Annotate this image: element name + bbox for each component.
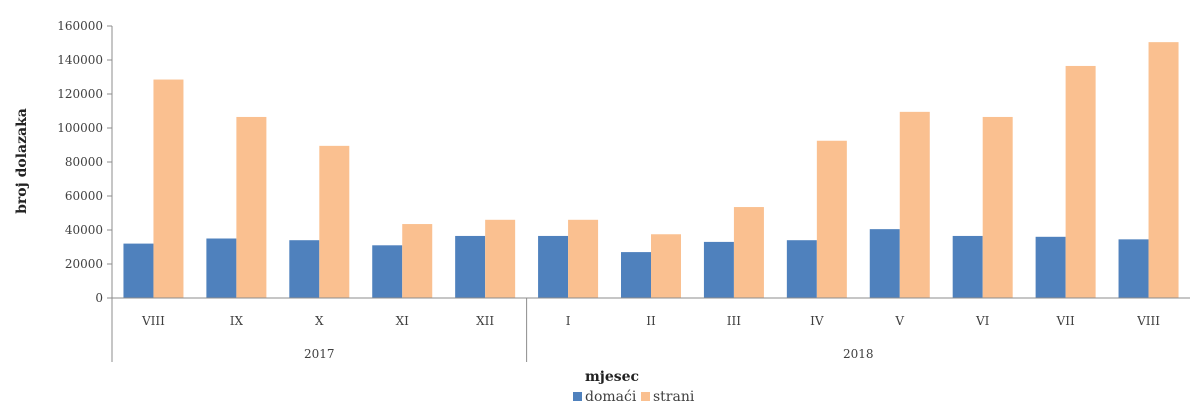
x-tick-label: XII: [476, 314, 494, 328]
bar-domaci-7: [703, 241, 734, 298]
y-tick-label: 0: [95, 291, 103, 305]
bar-strani-2: [319, 145, 350, 298]
x-tick-label: VIII: [141, 314, 165, 328]
x-tick-label: IX: [230, 314, 244, 328]
legend-swatch-domaci: [573, 392, 582, 401]
y-tick-label: 80000: [65, 155, 103, 169]
bar-strani-10: [982, 116, 1013, 298]
bar-strani-0: [153, 79, 184, 298]
bar-strani-7: [733, 207, 764, 298]
legend-label-domaci: domaći: [585, 389, 637, 405]
y-tick-label: 160000: [57, 19, 103, 33]
y-tick-label: 60000: [65, 189, 103, 203]
bar-strani-9: [899, 111, 930, 298]
x-tick-label: II: [646, 314, 656, 328]
bar-strani-6: [651, 234, 681, 298]
bars: [123, 42, 1179, 299]
bar-domaci-0: [123, 243, 154, 298]
y-tick-label: 40000: [65, 223, 103, 237]
x-group-label: 2017: [304, 347, 335, 361]
x-tick-label: I: [566, 314, 571, 328]
bar-strani-12: [1148, 42, 1179, 299]
y-tick-label: 140000: [57, 53, 103, 67]
y-tick-label: 120000: [57, 87, 103, 101]
bar-strani-4: [485, 219, 516, 298]
x-tick-label: VII: [1056, 314, 1075, 328]
bar-domaci-2: [289, 240, 320, 298]
bar-strani-8: [816, 140, 847, 298]
bar-strani-11: [1065, 65, 1096, 298]
x-tick-label: III: [727, 314, 741, 328]
x-group-label: 2018: [843, 347, 874, 361]
x-tick-label: VIII: [1136, 314, 1160, 328]
bar-domaci-9: [869, 229, 900, 298]
bar-domaci-1: [206, 238, 237, 298]
legend-label-strani: strani: [653, 389, 695, 405]
x-tick-label: V: [894, 314, 904, 328]
bar-strani-1: [236, 116, 267, 298]
x-axis-label: mjesec: [585, 369, 639, 385]
y-axis: 0 20000 40000 60000 80000 100000 120000 140000 1…: [57, 19, 113, 305]
x-tick-label: VI: [975, 314, 990, 328]
y-tick-label: 100000: [57, 121, 103, 135]
y-tick-label: 20000: [65, 257, 103, 271]
bar-domaci-4: [455, 235, 486, 298]
bar-domaci-8: [786, 240, 817, 298]
bar-strani-3: [402, 224, 433, 298]
legend: domaći strani: [573, 389, 695, 405]
bar-domaci-11: [1035, 236, 1066, 298]
bar-strani-5: [568, 219, 599, 298]
y-axis-label: broj dolazaka: [14, 108, 30, 214]
bar-domaci-5: [538, 235, 569, 298]
x-tick-label: IV: [810, 314, 824, 328]
bar-domaci-10: [952, 235, 983, 298]
bar-domaci-3: [372, 245, 403, 298]
bar-domaci-6: [621, 252, 651, 298]
legend-swatch-strani: [641, 392, 650, 401]
x-tick-label: XI: [396, 314, 410, 328]
x-tick-label: X: [315, 314, 324, 328]
bar-domaci-12: [1118, 239, 1149, 298]
